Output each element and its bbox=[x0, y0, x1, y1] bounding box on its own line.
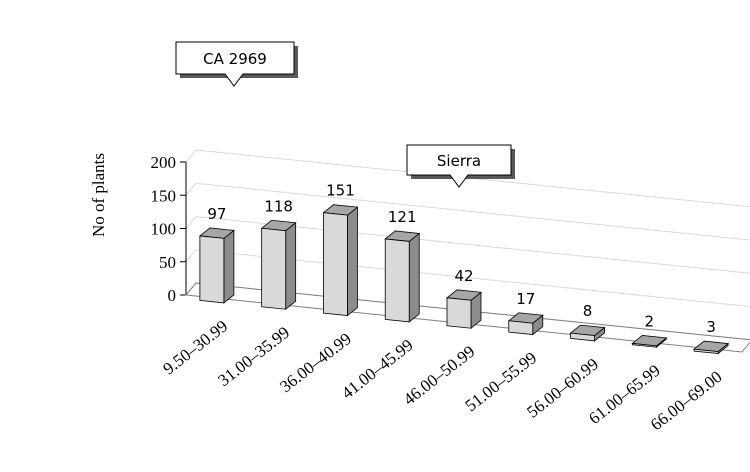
data-label: 17 bbox=[516, 290, 535, 308]
gridline bbox=[185, 182, 750, 241]
bars bbox=[198, 204, 730, 355]
y-tick-label: 50 bbox=[159, 253, 176, 272]
y-tick-label: 100 bbox=[151, 220, 177, 239]
bar bbox=[569, 324, 606, 342]
callouts: CA 2969 Sierra bbox=[175, 41, 515, 188]
x-tick-labels: 9.50–30.9931.00–35.9936.00–40.9941.00–45… bbox=[159, 316, 725, 434]
bar bbox=[693, 340, 730, 355]
data-label: 121 bbox=[388, 208, 417, 226]
bar bbox=[198, 227, 235, 304]
y-axis-label: No of plants bbox=[89, 153, 108, 237]
bar bbox=[507, 312, 544, 336]
data-label: 3 bbox=[706, 318, 716, 336]
data-label: 97 bbox=[207, 205, 226, 223]
y-tick-label: 200 bbox=[151, 153, 177, 172]
callout-text: Sierra bbox=[437, 152, 481, 170]
bar bbox=[384, 230, 421, 323]
gridline bbox=[185, 249, 750, 308]
axes bbox=[180, 161, 750, 353]
gridline bbox=[185, 215, 750, 274]
y-tick-labels: 0 50 100 150 200 bbox=[151, 153, 177, 305]
y-tick-label: 150 bbox=[151, 186, 177, 205]
data-label: 42 bbox=[454, 267, 473, 285]
callout-text: CA 2969 bbox=[203, 50, 267, 68]
y-tick-label: 0 bbox=[168, 286, 177, 305]
gridline bbox=[185, 149, 750, 208]
bar bbox=[322, 204, 359, 317]
data-label: 118 bbox=[264, 197, 293, 215]
callout: Sierra bbox=[406, 144, 515, 188]
callout: CA 2969 bbox=[175, 41, 298, 87]
data-labels: 97 118 151 121 42 17 8 2 3 bbox=[207, 182, 716, 336]
bar bbox=[260, 219, 297, 311]
bar bbox=[631, 335, 668, 349]
data-label: 8 bbox=[583, 302, 593, 320]
floor bbox=[185, 282, 750, 353]
bar bbox=[445, 289, 483, 330]
data-label: 2 bbox=[645, 312, 655, 330]
data-label: 151 bbox=[326, 182, 355, 200]
